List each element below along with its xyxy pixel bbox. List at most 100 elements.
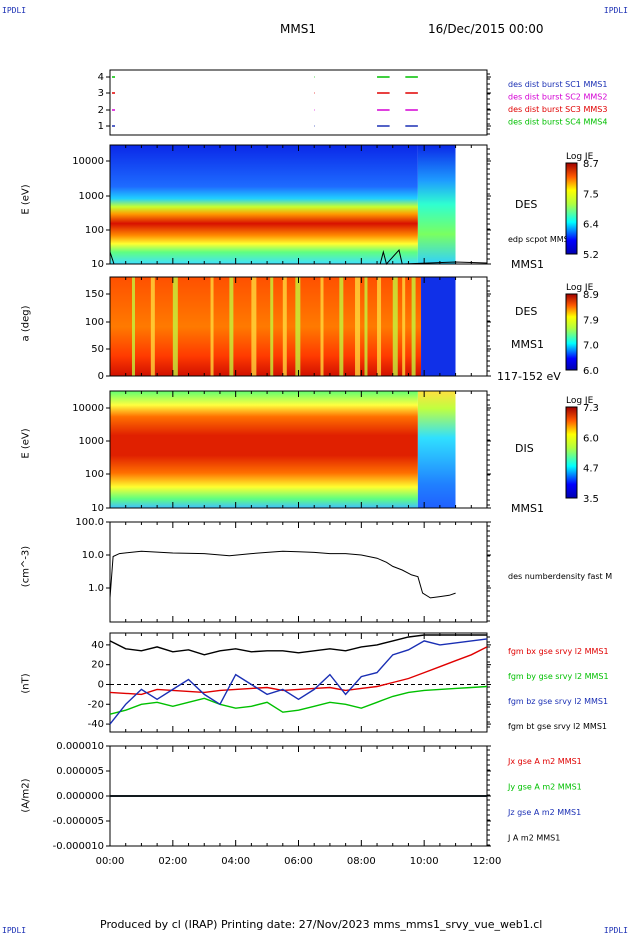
density-line bbox=[109, 550, 456, 599]
des-pitch-colorbar-tick: 6.0 bbox=[583, 366, 599, 377]
dis-energy-colorbar-tick: 7.3 bbox=[583, 403, 599, 414]
x-tick-label: 00:00 bbox=[96, 856, 125, 867]
current-legend-item: Jx gse A m2 MMS1 bbox=[507, 757, 582, 766]
des-pitch-streak bbox=[402, 277, 406, 376]
fgm-legend-item: fgm bt gse srvy l2 MMS1 bbox=[508, 722, 607, 731]
des-energy-colorbar bbox=[565, 162, 578, 255]
des-pitch-streak bbox=[251, 277, 257, 376]
dis-energy-colorbar-tick: 4.7 bbox=[583, 464, 599, 475]
fgm-ylabel: (nT) bbox=[20, 673, 32, 694]
x-tick-label: 02:00 bbox=[158, 856, 187, 867]
des-energy-nodata bbox=[455, 145, 487, 264]
des-pitch-streak bbox=[229, 277, 234, 376]
burst-tick-label: 4 bbox=[98, 72, 104, 83]
des-pitch-streak bbox=[172, 277, 178, 376]
des-pitch-streak bbox=[392, 277, 398, 376]
current-tick-label: -0.000010 bbox=[53, 841, 104, 852]
des-energy-colorbar-tick: 8.7 bbox=[583, 159, 599, 170]
des-energy-tick-label: 10000 bbox=[72, 156, 104, 167]
des-pitch-tick-label: 0 bbox=[98, 371, 104, 382]
dis-energy-colorbar-tick: 3.5 bbox=[583, 494, 599, 505]
burst-tick-label: 1 bbox=[98, 121, 104, 132]
density-ylabel: (cm^-3) bbox=[20, 545, 32, 588]
fgm-tick-label: -20 bbox=[88, 699, 104, 710]
des-energy-tick-label: 100 bbox=[85, 225, 104, 236]
x-tick-label: 04:00 bbox=[221, 856, 250, 867]
des-pitch-streak bbox=[282, 277, 287, 376]
corner-label-tl: IPDLI bbox=[2, 6, 27, 15]
des-pitch-streak bbox=[364, 277, 368, 376]
x-tick-label: 08:00 bbox=[347, 856, 376, 867]
dis-energy-tick-label: 1000 bbox=[79, 436, 104, 447]
dis-energy-colorbar-title: Log JE bbox=[566, 396, 594, 406]
des-pitch-tick-label: 100 bbox=[85, 317, 104, 328]
des-pitch-colorbar-tick: 7.0 bbox=[583, 341, 599, 352]
des-pitch-right-label2: MMS1 bbox=[511, 338, 544, 351]
des-pitch-spectrogram bbox=[110, 277, 422, 376]
des-pitch-streak bbox=[270, 277, 274, 376]
des-pitch-streak bbox=[377, 277, 382, 376]
burst-legend-item: des dist burst SC4 MMS4 bbox=[508, 118, 607, 127]
density-tick-label: 1.0 bbox=[88, 583, 104, 594]
dis-energy-nodata bbox=[455, 391, 487, 508]
dis-energy-spectrogram bbox=[110, 391, 418, 508]
footer-text: Produced by cl (IRAP) Printing date: 27/… bbox=[100, 918, 543, 931]
des-pitch-colorbar-title: Log JE bbox=[566, 283, 594, 293]
des-pitch-colorbar bbox=[565, 293, 578, 371]
des-energy-right-label3: MMS1 bbox=[511, 258, 544, 271]
density-tick-label: 10.0 bbox=[82, 550, 104, 561]
burst-tick-label: 3 bbox=[98, 88, 104, 99]
current-tick-label: 0.000005 bbox=[56, 766, 104, 777]
current-legend-item: Jz gse A m2 MMS1 bbox=[507, 808, 581, 817]
des-energy-tick-label: 10 bbox=[91, 259, 104, 270]
dis-energy-colorbar bbox=[565, 406, 578, 499]
current-legend-item: J A m2 MMS1 bbox=[507, 834, 560, 843]
burst-legend-item: des dist burst SC2 MMS2 bbox=[508, 93, 607, 102]
fgm-series-line bbox=[109, 685, 488, 715]
fgm-tick-label: 20 bbox=[91, 660, 104, 671]
des-pitch-streak bbox=[411, 277, 416, 376]
des-energy-colorbar-tick: 5.2 bbox=[583, 250, 599, 261]
des-pitch-colorbar-tick: 7.9 bbox=[583, 315, 599, 326]
dis-energy-tick-label: 10 bbox=[91, 503, 104, 514]
chart-area: 4 3 2 1 des dist burst SC1 MMS1 des dist burs… bbox=[53, 69, 612, 867]
current-tick-label: 0.000000 bbox=[56, 791, 104, 802]
des-energy-spectrogram-late bbox=[417, 145, 456, 264]
fgm-tick-label: 0 bbox=[98, 679, 104, 690]
dis-energy-right-label2: MMS1 bbox=[511, 502, 544, 515]
spacecraft-title: MMS1 bbox=[280, 22, 316, 36]
current-legend-item: Jy gse A m2 MMS1 bbox=[507, 783, 582, 792]
des-energy-ylabel: E (eV) bbox=[20, 184, 32, 215]
dis-energy-spectrogram-late bbox=[417, 391, 456, 508]
des-pitch-right-label3: 117-152 eV bbox=[497, 370, 561, 383]
density-frame bbox=[109, 521, 488, 623]
fgm-series-line bbox=[109, 638, 488, 725]
fgm-legend-item: fgm bx gse srvy l2 MMS1 bbox=[508, 647, 609, 656]
des-pitch-late bbox=[421, 277, 456, 376]
des-pitch-streak bbox=[295, 277, 301, 376]
fgm-legend-item: fgm by gse srvy l2 MMS1 bbox=[508, 672, 609, 681]
corner-label-br: IPDLI bbox=[603, 926, 628, 935]
des-pitch-nodata bbox=[455, 277, 487, 376]
des-energy-colorbar-tick: 7.5 bbox=[583, 189, 599, 200]
dis-energy-tick-label: 100 bbox=[85, 469, 104, 480]
burst-frame bbox=[109, 69, 488, 136]
dis-energy-colorbar-tick: 6.0 bbox=[583, 433, 599, 444]
fgm-series-line bbox=[109, 634, 487, 656]
density-tick-label: 100.0 bbox=[75, 517, 104, 528]
x-tick-label: 12:00 bbox=[473, 856, 502, 867]
des-pitch-tick-label: 50 bbox=[91, 344, 104, 355]
fgm-frame bbox=[109, 632, 488, 733]
des-pitch-streak bbox=[320, 277, 324, 376]
date-title: 16/Dec/2015 00:00 bbox=[428, 22, 544, 36]
des-pitch-streak bbox=[150, 277, 155, 376]
fgm-legend-item: fgm bz gse srvy l2 MMS1 bbox=[508, 697, 608, 706]
x-tick-label: 10:00 bbox=[410, 856, 439, 867]
des-pitch-streak bbox=[339, 277, 344, 376]
des-pitch-streak bbox=[355, 277, 361, 376]
des-pitch-ylabel: a (deg) bbox=[20, 305, 32, 342]
des-energy-spectrogram bbox=[110, 145, 418, 264]
des-energy-tick-label: 1000 bbox=[79, 191, 104, 202]
density-legend: des numberdensity fast M bbox=[508, 572, 612, 581]
fgm-tick-label: 40 bbox=[91, 640, 104, 651]
